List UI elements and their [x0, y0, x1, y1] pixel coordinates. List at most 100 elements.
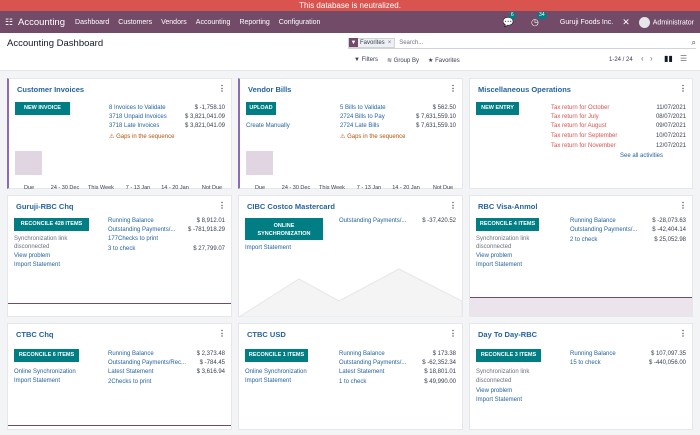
view-problem-link[interactable]: View problem — [14, 253, 51, 259]
menu-dashboard[interactable]: Dashboard — [75, 18, 110, 26]
activity-item[interactable]: Tax return for November — [551, 143, 616, 149]
new-invoice-button[interactable]: New Invoice — [15, 102, 70, 115]
card-title[interactable]: RBC Visa-Anmol — [478, 202, 538, 211]
gaps-warning[interactable]: ⚠ Gaps in the sequence — [109, 133, 174, 140]
stat-label[interactable]: Running Balance — [570, 218, 616, 224]
reconcile-button[interactable]: Reconcile 428 Items — [14, 218, 89, 231]
stat-label[interactable]: Latest Statement — [339, 369, 385, 375]
card-menu-icon[interactable]: ⋮ — [679, 84, 687, 93]
activity-item[interactable]: Tax return for October — [551, 105, 610, 111]
card-title[interactable]: Customer Invoices — [17, 85, 85, 94]
stat-label[interactable]: 8 Invoices to Validate — [109, 105, 166, 111]
activity-item[interactable]: Tax return for September — [551, 133, 618, 139]
stat-label[interactable]: 2724 Bills to Pay — [340, 114, 385, 120]
new-entry-button[interactable]: New Entry — [476, 102, 519, 115]
card-title[interactable]: CIBC Costco Mastercard — [247, 202, 335, 211]
user-menu[interactable]: Administrator — [638, 16, 694, 28]
import-statement-link[interactable]: Import Statement — [476, 397, 523, 403]
view-problem-link[interactable]: View problem — [476, 253, 513, 259]
card-menu-icon[interactable]: ⋮ — [449, 329, 457, 338]
messages-icon[interactable]: 💬 6 — [502, 11, 516, 27]
card-title[interactable]: Day To Day-RBC — [478, 330, 538, 339]
activity-icon[interactable]: ◷ 34 — [531, 11, 547, 27]
search-bar[interactable]: ▼ Favorites × Search... ⌕ — [348, 37, 696, 49]
filters-button[interactable]: ▼ Filters — [354, 57, 378, 64]
menu-vendors[interactable]: Vendors — [161, 18, 187, 26]
stat-label[interactable]: Outstanding Payments/... — [108, 227, 176, 233]
import-statement-link[interactable]: Import Statement — [245, 245, 292, 251]
online-sync-link[interactable]: Online Synchronization — [245, 369, 307, 375]
card-title[interactable]: CTBC Chq — [16, 330, 54, 339]
card-menu-icon[interactable]: ⋮ — [679, 201, 687, 210]
search-facet[interactable]: ▼ Favorites × — [348, 37, 396, 48]
view-problem-link[interactable]: View problem — [476, 388, 513, 394]
remove-facet-icon[interactable]: × — [387, 39, 392, 46]
reconcile-button[interactable]: Reconcile 4 Items — [476, 218, 539, 231]
card-menu-icon[interactable]: ⋮ — [218, 84, 226, 93]
stat-label[interactable]: 3718 Late Invoices — [109, 123, 160, 129]
app-brand[interactable]: Accounting — [18, 16, 66, 28]
online-sync-button[interactable]: Online Synchronization — [245, 218, 323, 240]
stat-label[interactable]: 5 Bills to Validate — [340, 105, 386, 111]
online-sync-link[interactable]: Online Synchronization — [14, 369, 76, 375]
card-title[interactable]: Guruji-RBC Chq — [16, 202, 74, 211]
stat-label[interactable]: Outstanding Payments/... — [339, 360, 407, 366]
stat-label[interactable]: 1 to check — [339, 379, 367, 385]
menu-customers[interactable]: Customers — [118, 18, 153, 26]
reconcile-button[interactable]: Reconcile 3 Items — [476, 349, 541, 362]
company-switcher[interactable]: Guruji Foods Inc. — [559, 18, 614, 26]
balance-graph-line[interactable] — [8, 425, 231, 426]
stat-label[interactable]: 2 to check — [570, 237, 598, 243]
stat-label[interactable]: Running Balance — [570, 351, 616, 357]
stat-label[interactable]: Outstanding Payments/... — [570, 227, 638, 233]
apps-grid-icon[interactable]: ☷ — [4, 16, 14, 27]
pager-value[interactable]: 1-24 / 24 — [609, 57, 633, 63]
card-menu-icon[interactable]: ⋮ — [449, 84, 457, 93]
stat-label[interactable]: Latest Statement — [108, 369, 154, 375]
menu-reporting[interactable]: Reporting — [239, 18, 270, 26]
import-statement-link[interactable]: Import Statement — [14, 378, 61, 384]
card-title[interactable]: Vendor Bills — [248, 85, 292, 94]
import-statement-link[interactable]: Import Statement — [476, 262, 523, 268]
import-statement-link[interactable]: Import Statement — [14, 262, 61, 268]
search-icon[interactable]: ⌕ — [691, 37, 696, 47]
import-statement-link[interactable]: Import Statement — [245, 378, 292, 384]
stat-label[interactable]: 177Checks to print — [108, 236, 159, 242]
menu-configuration[interactable]: Configuration — [278, 18, 321, 26]
create-manually-link[interactable]: Create Manually — [246, 123, 290, 129]
stat-label[interactable]: 3718 Unpaid Invoices — [109, 114, 167, 120]
activity-item[interactable]: Tax return for July — [551, 114, 599, 120]
stat-label[interactable]: Running Balance — [108, 218, 154, 224]
stat-label[interactable]: Outstanding Payments/Rec... — [108, 360, 187, 366]
balance-graph-area[interactable] — [470, 297, 692, 317]
group-by-button[interactable]: ≋ Group By — [387, 57, 419, 64]
reconcile-button[interactable]: Reconcile 6 Items — [14, 349, 79, 362]
card-menu-icon[interactable]: ⋮ — [218, 329, 226, 338]
pager-previous-icon[interactable]: ‹ — [641, 54, 644, 63]
stat-label[interactable]: 2724 Late Bills — [340, 123, 380, 129]
list-view-icon[interactable]: ☰ — [680, 54, 688, 63]
menu-accounting[interactable]: Accounting — [195, 18, 231, 26]
search-input[interactable]: Search... — [399, 39, 424, 46]
gaps-warning[interactable]: ⚠ Gaps in the sequence — [340, 133, 405, 140]
card-menu-icon[interactable]: ⋮ — [218, 201, 226, 210]
card-menu-icon[interactable]: ⋮ — [449, 201, 457, 210]
card-menu-icon[interactable]: ⋮ — [679, 329, 687, 338]
debug-tools-icon[interactable]: ✕ — [622, 16, 630, 27]
balance-graph[interactable] — [239, 261, 462, 317]
bar-due[interactable] — [246, 151, 273, 175]
activity-item[interactable]: Tax return for August — [551, 123, 607, 129]
reconcile-button[interactable]: Reconcile 1 Items — [245, 349, 308, 362]
favorites-button[interactable]: ★ Favorites — [428, 57, 460, 64]
pager-next-icon[interactable]: › — [650, 54, 653, 63]
upload-button[interactable]: Upload — [246, 102, 276, 115]
stat-label[interactable]: Running Balance — [108, 351, 154, 357]
stat-label[interactable]: 15 to check — [570, 360, 601, 366]
stat-label[interactable]: Running Balance — [339, 351, 385, 357]
bar-due[interactable] — [15, 151, 42, 175]
card-title[interactable]: Miscellaneous Operations — [478, 85, 571, 94]
card-title[interactable]: CTBC USD — [247, 330, 286, 339]
stat-label[interactable]: 2Checks to print — [108, 379, 152, 385]
balance-graph-line[interactable] — [8, 303, 231, 304]
stat-label[interactable]: 3 to check — [108, 246, 136, 252]
